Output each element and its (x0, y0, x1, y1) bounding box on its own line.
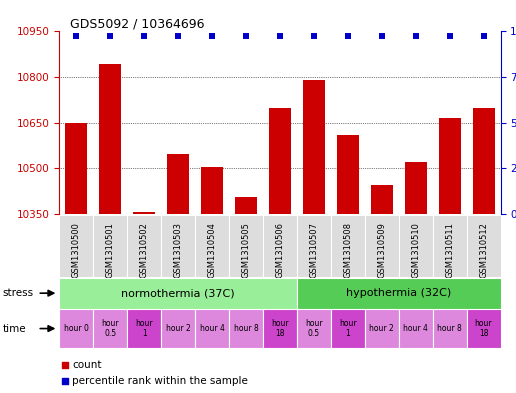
Text: GDS5092 / 10364696: GDS5092 / 10364696 (70, 18, 204, 31)
Text: hour 8: hour 8 (437, 324, 462, 333)
Text: hypothermia (32C): hypothermia (32C) (346, 288, 452, 298)
Point (72, 33, 80, 39)
Bar (365, 215, 399, 277)
Text: GSM1310511: GSM1310511 (445, 222, 454, 278)
Text: hour 4: hour 4 (403, 324, 428, 333)
Bar (59, 215, 93, 277)
Bar (432, 309, 466, 348)
Text: GSM1310508: GSM1310508 (343, 222, 352, 278)
Text: GSM1310503: GSM1310503 (173, 222, 183, 278)
Bar (337, 135, 359, 214)
Text: GSM1310509: GSM1310509 (377, 222, 386, 278)
Text: hour 0: hour 0 (64, 324, 89, 333)
Bar (365, 309, 399, 348)
Bar (297, 215, 331, 277)
Text: GSM1310506: GSM1310506 (276, 222, 284, 278)
Text: hour 8: hour 8 (234, 324, 259, 333)
Bar (432, 215, 466, 277)
Bar (127, 309, 161, 348)
Bar (127, 215, 161, 277)
Bar (399, 309, 432, 348)
Bar (99, 64, 121, 214)
Point (276, 33, 284, 39)
Point (445, 33, 454, 39)
Bar (370, 185, 393, 214)
Text: hour
18: hour 18 (271, 319, 289, 338)
Text: GSM1310512: GSM1310512 (479, 222, 488, 278)
Bar (93, 215, 127, 277)
Text: hour 4: hour 4 (200, 324, 224, 333)
Point (60, 362, 69, 368)
Bar (405, 162, 427, 214)
Bar (473, 108, 494, 214)
Bar (399, 215, 432, 277)
Bar (161, 309, 195, 348)
Point (140, 33, 148, 39)
Bar (59, 309, 93, 348)
Bar (59, 278, 297, 309)
Text: GSM1310500: GSM1310500 (72, 222, 81, 278)
Text: hour 2: hour 2 (166, 324, 190, 333)
Text: stress: stress (3, 288, 34, 298)
Bar (331, 309, 365, 348)
Text: GSM1310502: GSM1310502 (140, 222, 149, 278)
Bar (93, 309, 127, 348)
Text: hour 2: hour 2 (369, 324, 394, 333)
Point (378, 33, 386, 39)
Bar (466, 309, 501, 348)
Bar (331, 215, 365, 277)
Bar (195, 215, 229, 277)
Bar (263, 215, 297, 277)
Text: percentile rank within the sample: percentile rank within the sample (72, 376, 248, 386)
Bar (66, 123, 87, 214)
Point (106, 33, 115, 39)
Bar (167, 154, 189, 214)
Text: GSM1310505: GSM1310505 (241, 222, 250, 278)
Text: hour
0.5: hour 0.5 (305, 319, 322, 338)
Point (242, 33, 250, 39)
Bar (269, 108, 291, 214)
Point (208, 33, 216, 39)
Text: GSM1310501: GSM1310501 (106, 222, 115, 278)
Bar (297, 278, 501, 309)
Bar (297, 309, 331, 348)
Bar (439, 118, 461, 214)
Bar (229, 309, 263, 348)
Point (60, 378, 69, 384)
Bar (195, 309, 229, 348)
Text: hour
1: hour 1 (339, 319, 357, 338)
Bar (303, 80, 325, 214)
Text: hour
1: hour 1 (135, 319, 153, 338)
Point (310, 33, 318, 39)
Text: count: count (72, 360, 102, 370)
Point (479, 33, 488, 39)
Bar (229, 215, 263, 277)
Bar (201, 167, 223, 214)
Text: hour
18: hour 18 (475, 319, 492, 338)
Bar (235, 196, 257, 214)
Text: normothermia (37C): normothermia (37C) (121, 288, 235, 298)
Bar (263, 309, 297, 348)
Bar (133, 212, 155, 214)
Text: GSM1310504: GSM1310504 (207, 222, 217, 278)
Point (344, 33, 352, 39)
Text: GSM1310507: GSM1310507 (310, 222, 318, 278)
Point (412, 33, 420, 39)
Text: GSM1310510: GSM1310510 (411, 222, 420, 278)
Point (174, 33, 182, 39)
Bar (161, 215, 195, 277)
Text: time: time (3, 323, 26, 334)
Bar (466, 215, 501, 277)
Text: hour
0.5: hour 0.5 (102, 319, 119, 338)
